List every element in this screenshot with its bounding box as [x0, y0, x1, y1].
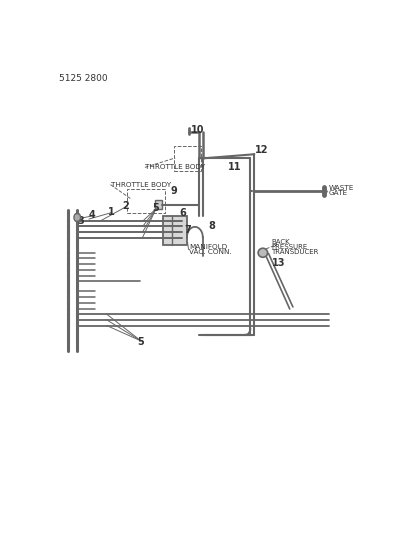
Text: GATE: GATE — [328, 190, 348, 196]
Circle shape — [75, 215, 79, 220]
Bar — [163, 216, 187, 245]
Text: THROTTLE BODY: THROTTLE BODY — [145, 164, 205, 171]
Text: 3: 3 — [78, 216, 84, 226]
Text: 8: 8 — [209, 221, 216, 231]
Text: 9: 9 — [171, 186, 178, 196]
Text: 13: 13 — [272, 258, 286, 268]
Text: 4: 4 — [89, 210, 95, 220]
Text: 12: 12 — [255, 145, 268, 155]
Text: BACK: BACK — [271, 239, 290, 246]
Text: WASTE: WASTE — [328, 185, 354, 191]
Text: 5125 2800: 5125 2800 — [59, 74, 108, 83]
Bar — [127, 189, 165, 213]
Bar — [155, 200, 162, 209]
Text: TRANSDUCER: TRANSDUCER — [271, 248, 319, 255]
Text: 5: 5 — [138, 337, 144, 347]
Text: 5: 5 — [152, 203, 159, 213]
Text: 2: 2 — [122, 200, 129, 211]
Text: 10: 10 — [191, 125, 205, 135]
Text: 11: 11 — [228, 163, 241, 172]
Ellipse shape — [258, 248, 268, 257]
Text: PRESSURE: PRESSURE — [271, 244, 307, 250]
Text: 6: 6 — [180, 207, 186, 217]
Text: THROTTLE BODY: THROTTLE BODY — [111, 182, 171, 188]
Text: 1: 1 — [108, 207, 115, 217]
Bar — [174, 146, 201, 171]
Text: 7: 7 — [184, 225, 191, 235]
Text: MANIFOLD: MANIFOLD — [189, 245, 227, 251]
Text: VAC. CONN.: VAC. CONN. — [189, 249, 232, 255]
